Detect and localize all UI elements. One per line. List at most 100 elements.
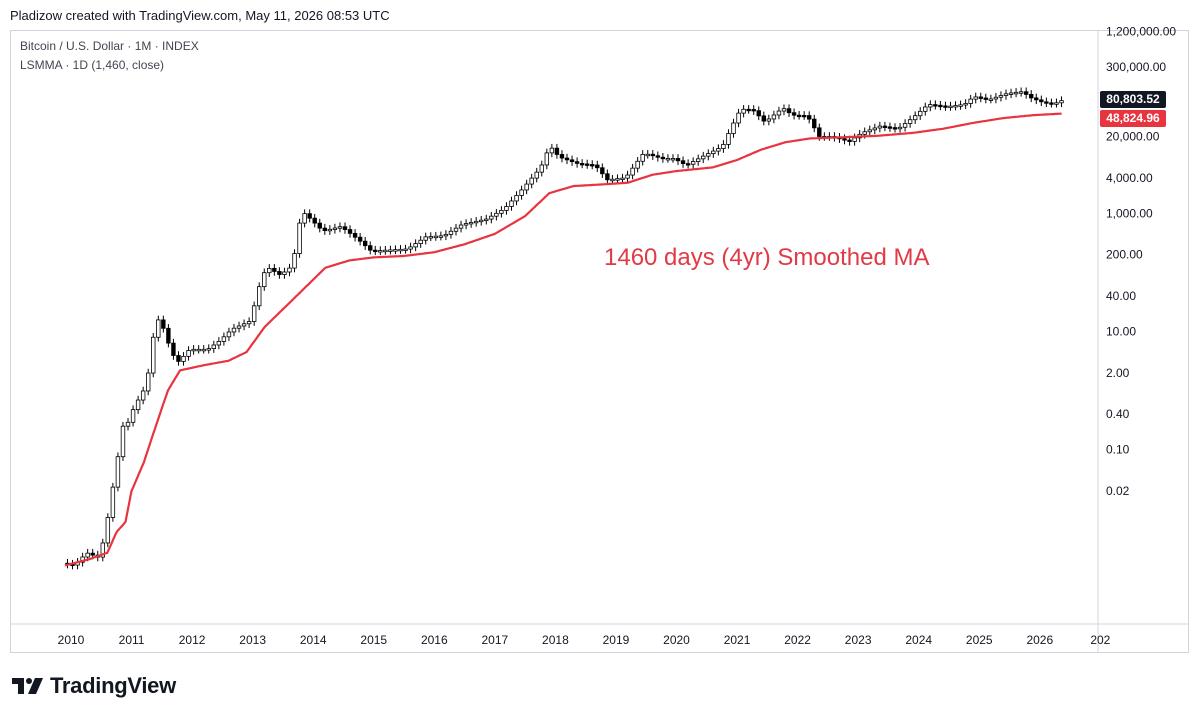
candle-down[interactable] (983, 97, 989, 100)
candle-down[interactable] (1023, 91, 1029, 95)
candle-down[interactable] (817, 127, 822, 137)
candle-up[interactable] (458, 224, 464, 229)
candle-down[interactable] (579, 163, 585, 166)
candle-down[interactable] (307, 213, 312, 219)
candle-up[interactable] (690, 161, 696, 165)
candle-up[interactable] (85, 552, 90, 558)
candle-up[interactable] (453, 227, 459, 232)
candle-up[interactable] (701, 155, 706, 160)
candle-down[interactable] (756, 110, 761, 117)
tradingview-logo[interactable]: TradingView (12, 673, 176, 698)
candle-up[interactable] (963, 103, 968, 106)
candle-up[interactable] (378, 250, 383, 253)
candle-down[interactable] (352, 232, 358, 238)
candle-up[interactable] (383, 249, 388, 253)
candle-down[interactable] (166, 327, 171, 344)
candle-down[interactable] (796, 114, 802, 118)
candle-up[interactable] (388, 249, 393, 252)
candle-up[interactable] (867, 129, 872, 133)
candle-up[interactable] (438, 235, 444, 238)
candle-down[interactable] (590, 164, 595, 167)
candle-down[interactable] (978, 96, 983, 99)
candle-up[interactable] (695, 158, 701, 162)
candle-up[interactable] (489, 215, 494, 220)
candle-up[interactable] (726, 133, 731, 145)
candle-up[interactable] (1054, 102, 1059, 105)
candle-up[interactable] (549, 147, 555, 154)
candle-up[interactable] (539, 164, 544, 173)
candle-up[interactable] (216, 341, 222, 346)
candle-up[interactable] (231, 327, 237, 333)
candle-down[interactable] (564, 157, 570, 161)
candle-up[interactable] (413, 243, 418, 248)
candle-down[interactable] (1044, 101, 1049, 104)
candle-up[interactable] (529, 177, 534, 185)
candle-up[interactable] (403, 248, 408, 251)
candle-up[interactable] (918, 110, 923, 117)
candle-down[interactable] (892, 127, 898, 130)
candle-up[interactable] (287, 267, 292, 273)
candle-down[interactable] (807, 115, 812, 120)
candle-up[interactable] (251, 305, 257, 322)
candle-down[interactable] (584, 163, 590, 166)
candle-up[interactable] (902, 123, 908, 128)
candle-up[interactable] (100, 542, 105, 558)
candle-up[interactable] (110, 486, 116, 518)
candle-up[interactable] (151, 336, 156, 374)
candle-up[interactable] (186, 350, 191, 357)
candle-down[interactable] (362, 240, 368, 247)
candle-up[interactable] (877, 125, 883, 129)
candle-up[interactable] (236, 325, 242, 329)
candle-up[interactable] (721, 143, 726, 149)
candle-up[interactable] (206, 348, 211, 351)
candle-up[interactable] (115, 456, 121, 488)
candle-down[interactable] (357, 236, 363, 242)
candle-up[interactable] (468, 222, 474, 225)
candle-down[interactable] (675, 158, 681, 162)
candle-up[interactable] (181, 355, 186, 362)
candle-up[interactable] (448, 230, 454, 235)
candle-down[interactable] (569, 159, 575, 163)
candle-up[interactable] (741, 108, 746, 114)
candle-up[interactable] (923, 106, 928, 112)
candle-down[interactable] (368, 245, 373, 251)
candle-up[interactable] (716, 148, 721, 152)
candle-up[interactable] (282, 271, 287, 275)
candle-up[interactable] (479, 219, 484, 223)
candle-up[interactable] (484, 218, 489, 221)
candle-up[interactable] (120, 425, 126, 458)
candle-up[interactable] (140, 390, 146, 401)
candle-up[interactable] (610, 178, 615, 182)
candle-down[interactable] (1034, 97, 1039, 101)
candle-up[interactable] (297, 222, 302, 254)
symbol-legend[interactable]: Bitcoin / U.S. Dollar · 1M · INDEX (20, 39, 199, 53)
candle-down[interactable] (600, 167, 605, 175)
candle-up[interactable] (953, 105, 958, 108)
candle-up[interactable] (494, 212, 499, 217)
candle-up[interactable] (907, 119, 913, 124)
candle-up[interactable] (221, 336, 227, 342)
candle-up[interactable] (544, 152, 550, 166)
candle-up[interactable] (534, 171, 539, 179)
candle-up[interactable] (993, 96, 999, 100)
candle-up[interactable] (706, 153, 711, 157)
candle-up[interactable] (201, 348, 206, 352)
candle-up[interactable] (135, 399, 141, 411)
candle-down[interactable] (342, 226, 348, 230)
candle-down[interactable] (943, 105, 948, 108)
candle-up[interactable] (872, 127, 878, 131)
candle-up[interactable] (327, 228, 333, 232)
candle-up[interactable] (1013, 91, 1019, 95)
candle-up[interactable] (211, 344, 216, 349)
candle-down[interactable] (322, 227, 328, 232)
candle-up[interactable] (968, 98, 973, 104)
candle-up[interactable] (463, 223, 469, 226)
candle-down[interactable] (312, 217, 317, 224)
candle-down[interactable] (933, 104, 938, 107)
candle-down[interactable] (559, 154, 565, 159)
candle-up[interactable] (958, 104, 963, 107)
indicator-legend[interactable]: LSMMA · 1D (1,460, close) (20, 58, 165, 72)
candle-down[interactable] (347, 229, 353, 234)
candle-up[interactable] (519, 189, 524, 196)
candle-up[interactable] (418, 239, 423, 244)
